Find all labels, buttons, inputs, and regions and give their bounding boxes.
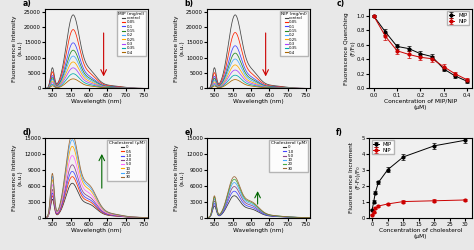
X-axis label: Wavelength (nm): Wavelength (nm)	[71, 99, 122, 104]
Legend: control, 0.05, 0.1, 0.15, 0.2, 0.25, 0.3, 0.35, 0.4: control, 0.05, 0.1, 0.15, 0.2, 0.25, 0.3…	[117, 11, 146, 56]
Legend: 0, 0.5, 1.0, 2.0, 5.0, 10, 20, 30: 0, 0.5, 1.0, 2.0, 5.0, 10, 20, 30	[108, 140, 146, 180]
Y-axis label: Fluorescence Intensity
(a.u.): Fluorescence Intensity (a.u.)	[12, 144, 23, 211]
Legend: 0, 1.0, 5.0, 10, 20, 30: 0, 1.0, 5.0, 10, 20, 30	[269, 140, 308, 172]
X-axis label: Concentration of cholesterol
(μM): Concentration of cholesterol (μM)	[379, 228, 462, 239]
Text: d): d)	[22, 128, 31, 138]
Text: e): e)	[184, 128, 193, 138]
X-axis label: Wavelength (nm): Wavelength (nm)	[233, 99, 284, 104]
X-axis label: Concentration of MIP/NIP
(μM): Concentration of MIP/NIP (μM)	[384, 99, 457, 110]
Y-axis label: Fluorescence Intensity
(a.u.): Fluorescence Intensity (a.u.)	[174, 144, 185, 211]
Text: c): c)	[336, 0, 345, 8]
Text: a): a)	[22, 0, 31, 8]
Legend: control, 0.05, 0.1, 0.15, 0.2, 0.25, 0.3, 0.35, 0.4: control, 0.05, 0.1, 0.15, 0.2, 0.25, 0.3…	[280, 11, 308, 56]
Y-axis label: Fluorescence Quenching
(F/F₀): Fluorescence Quenching (F/F₀)	[344, 12, 355, 85]
Y-axis label: Fluorescence Increment
(F-F₀)/F₀: Fluorescence Increment (F-F₀)/F₀	[349, 142, 360, 213]
Text: b): b)	[184, 0, 193, 8]
X-axis label: Wavelength (nm): Wavelength (nm)	[71, 228, 122, 233]
Y-axis label: Fluorescence Intensity
(a.u.): Fluorescence Intensity (a.u.)	[12, 15, 23, 82]
Text: f): f)	[336, 128, 343, 138]
Legend: MIP, NIP: MIP, NIP	[447, 12, 469, 25]
Y-axis label: Fluorescence Intensity
(a.u.): Fluorescence Intensity (a.u.)	[174, 15, 185, 82]
X-axis label: Wavelength (nm): Wavelength (nm)	[233, 228, 284, 233]
Legend: MIP, NIP: MIP, NIP	[372, 140, 393, 154]
